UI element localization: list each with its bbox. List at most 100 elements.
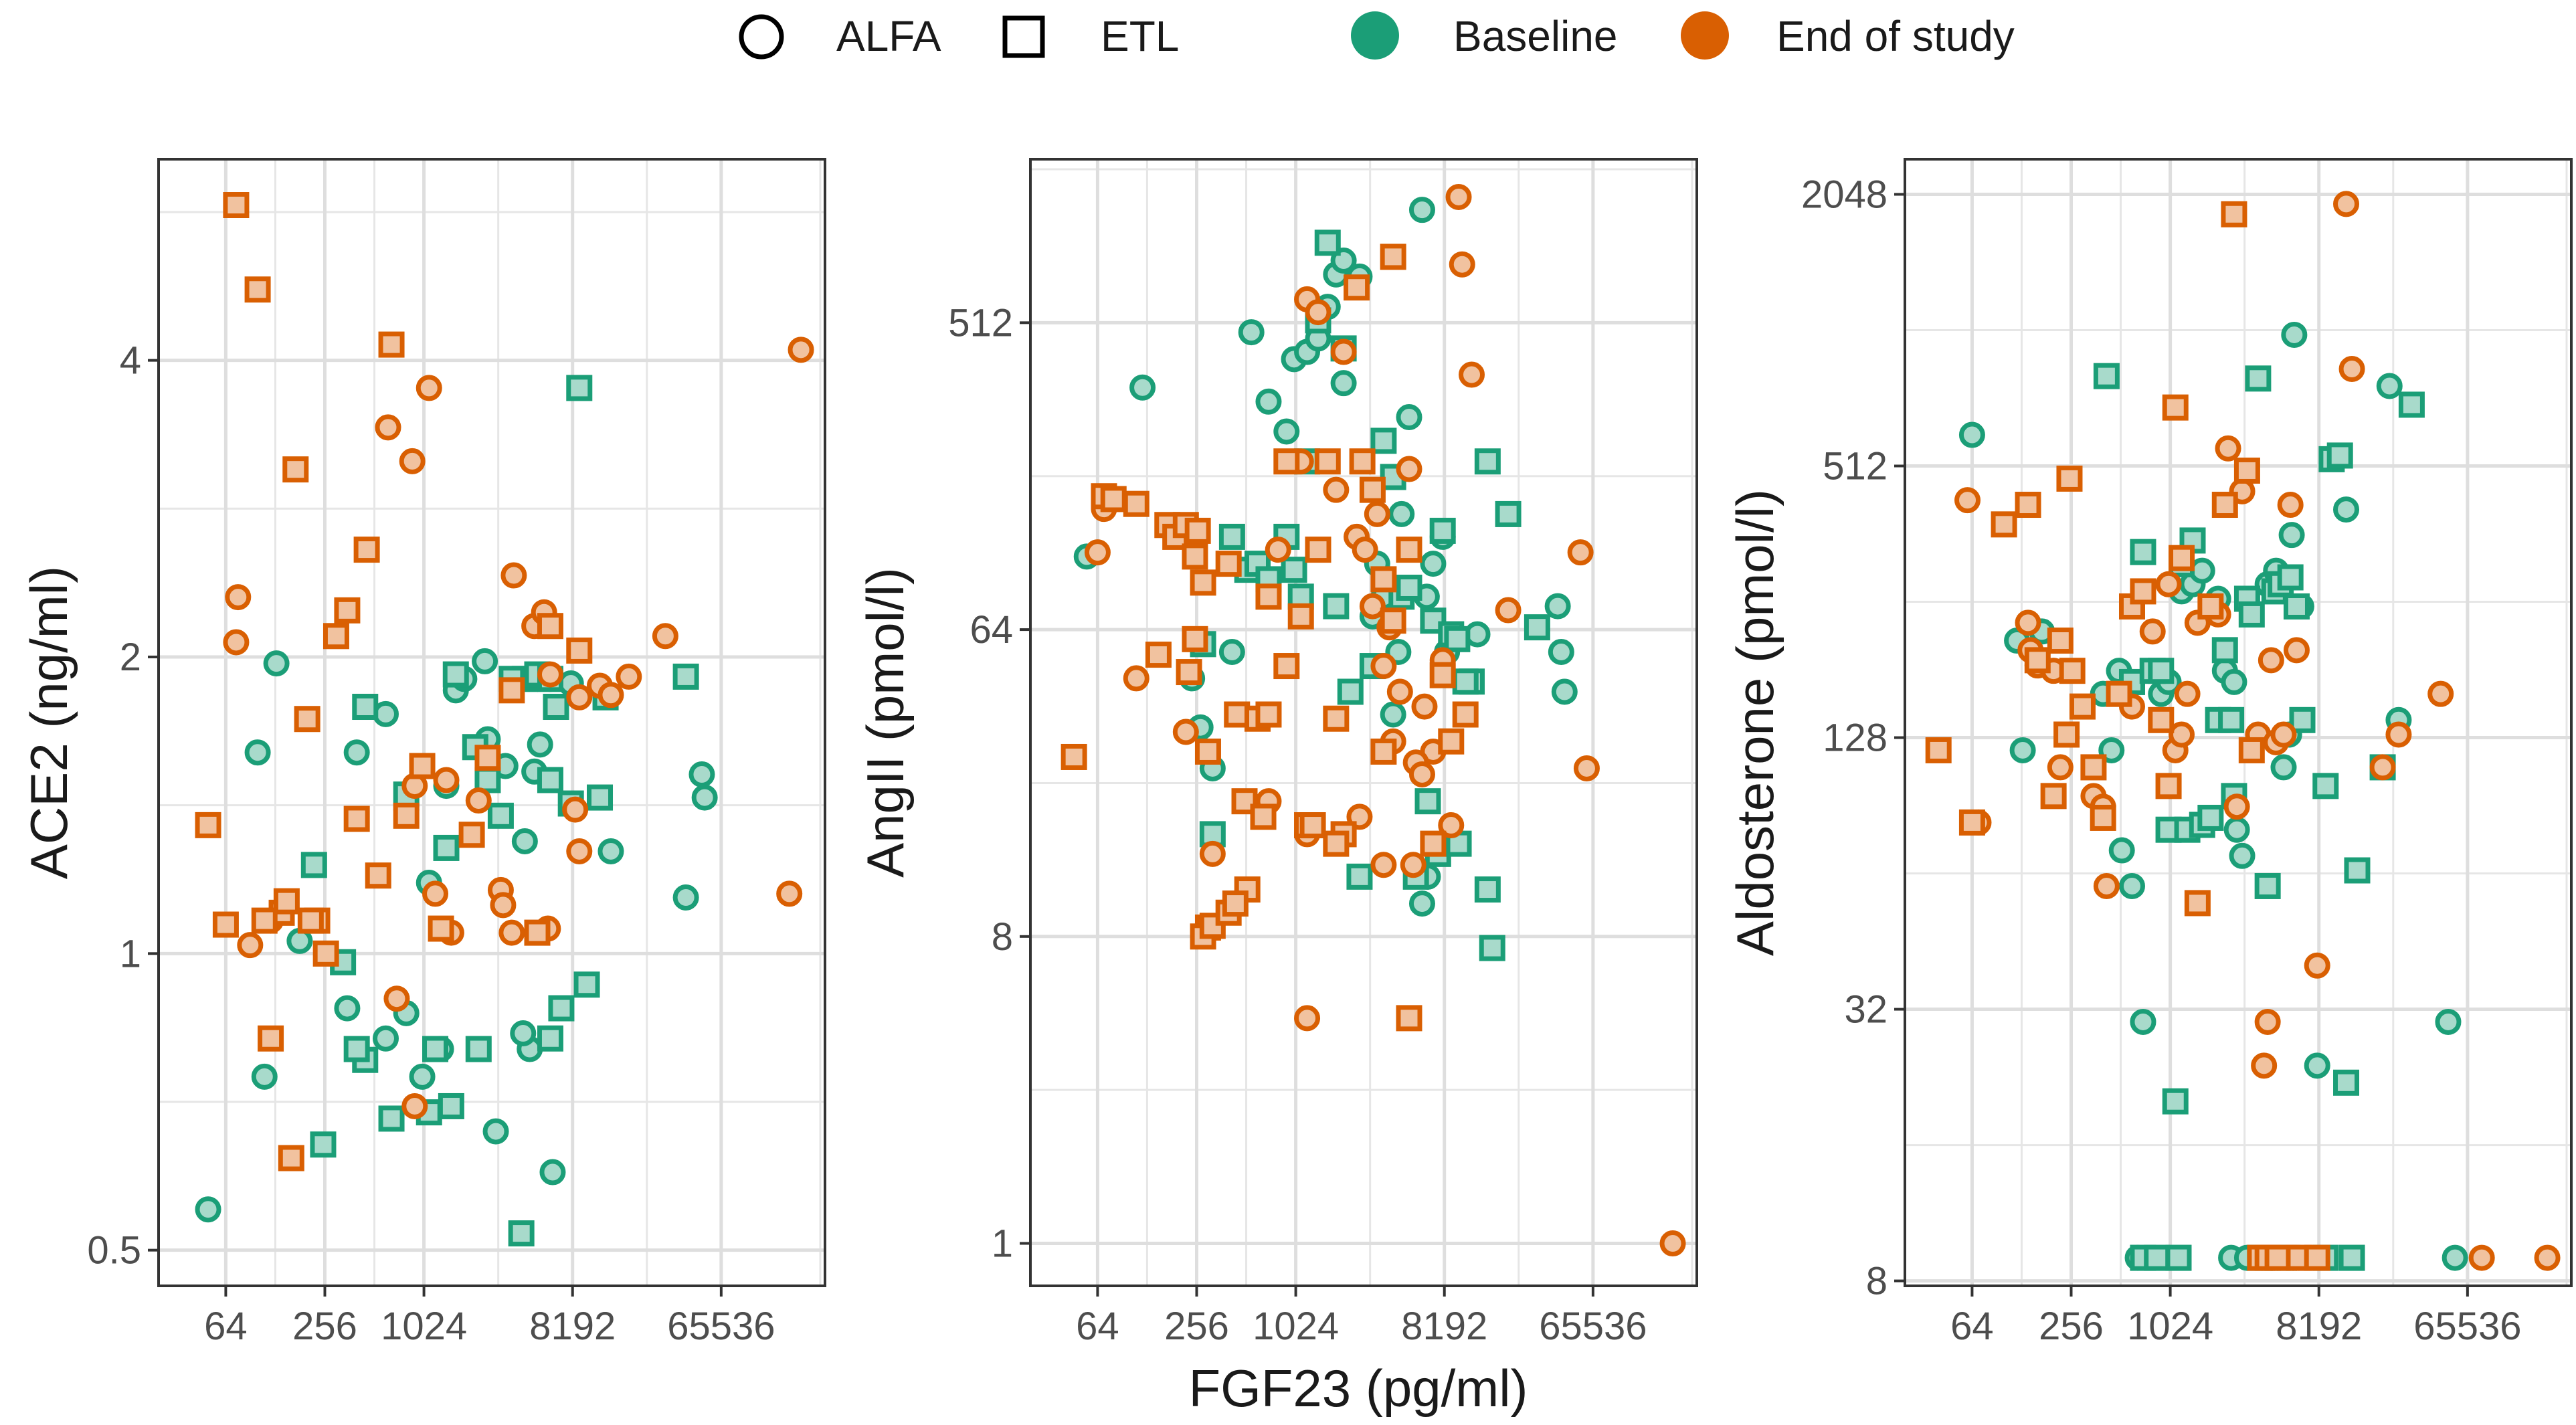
end-of-study-alfa-point (566, 684, 593, 710)
baseline-etl-point (537, 767, 563, 793)
end-of-study-alfa-point (1396, 456, 1422, 482)
baseline-alfa-point (2189, 557, 2215, 584)
end-of-study-etl-point (393, 802, 420, 829)
baseline-alfa-point (244, 739, 271, 766)
end-of-study-alfa-point (1495, 597, 1522, 624)
end-of-study-alfa-point (1123, 665, 1149, 692)
legend-baseline-swatch-icon (1351, 11, 1399, 60)
end-of-study-etl-point (2264, 1244, 2291, 1271)
end-of-study-etl-point (2211, 492, 2238, 518)
end-of-study-etl-point (1323, 830, 1350, 857)
end-of-study-alfa-point (1352, 537, 1378, 563)
baseline-etl-point (1396, 574, 1422, 601)
baseline-alfa-point (1238, 319, 1265, 346)
baseline-alfa-point (1273, 418, 1300, 445)
end-of-study-alfa-point (1567, 539, 1594, 566)
end-of-study-alfa-point (1445, 183, 1472, 210)
end-of-study-alfa-point (498, 919, 525, 946)
end-of-study-alfa-point (2254, 1008, 2281, 1035)
end-of-study-etl-point (2184, 890, 2211, 917)
y-tick-label: 128 (1823, 717, 1888, 760)
end-of-study-alfa-point (1305, 299, 1331, 326)
end-of-study-etl-point (2040, 783, 2067, 810)
baseline-alfa-point (1396, 404, 1422, 431)
end-of-study-etl-point (1991, 511, 2017, 538)
end-of-study-etl-point (378, 331, 405, 358)
end-of-study-etl-point (365, 862, 391, 889)
baseline-etl-point (2093, 363, 2120, 389)
end-of-study-alfa-point (562, 796, 589, 823)
end-of-study-etl-point (195, 812, 221, 838)
y-tick-label: 8 (1866, 1260, 1888, 1303)
end-of-study-etl-point (212, 911, 239, 938)
y-tick-label: 4 (120, 339, 141, 383)
baseline-alfa-point (527, 731, 553, 758)
end-of-study-alfa-point (2283, 637, 2310, 664)
end-of-study-etl-point (2162, 394, 2189, 421)
y-tick-label: 512 (948, 301, 1013, 345)
end-of-study-etl-point (1452, 701, 1479, 728)
x-tick-label: 256 (1164, 1305, 1229, 1348)
end-of-study-alfa-point (1370, 653, 1397, 680)
end-of-study-alfa-point (2047, 754, 2074, 781)
baseline-etl-point (1370, 428, 1397, 454)
baseline-etl-point (1429, 517, 1456, 544)
end-of-study-etl-point (1123, 490, 1149, 517)
end-of-study-etl-point (2155, 773, 2182, 799)
end-of-study-alfa-point (1408, 761, 1435, 787)
baseline-alfa-point (2130, 1008, 2156, 1035)
baseline-etl-point (2344, 857, 2371, 884)
end-of-study-etl-point (258, 1025, 284, 1052)
baseline-alfa-point (1380, 701, 1406, 728)
legend-etl-label: ETL (1101, 12, 1179, 60)
baseline-alfa-point (1544, 593, 1571, 620)
end-of-study-etl-point (1255, 583, 1282, 610)
baseline-alfa-point (1958, 421, 1985, 448)
baseline-etl-point (2211, 637, 2238, 664)
baseline-etl-point (2289, 706, 2316, 733)
end-of-study-alfa-point (2258, 647, 2284, 674)
baseline-alfa-point (539, 1159, 566, 1185)
x-tick-label: 8192 (1401, 1305, 1487, 1348)
baseline-alfa-point (688, 761, 715, 788)
baseline-etl-point (422, 1036, 449, 1062)
baseline-alfa-point (2376, 373, 2403, 399)
end-of-study-alfa-point (1438, 812, 1465, 839)
baseline-etl-point (1281, 557, 1307, 583)
end-of-study-etl-point (1273, 448, 1300, 475)
x-tick-label: 1024 (2127, 1305, 2213, 1348)
baseline-etl-point (543, 694, 569, 721)
baseline-alfa-point (2278, 522, 2305, 549)
end-of-study-etl-point (428, 915, 454, 942)
end-of-study-alfa-point (500, 562, 527, 589)
end-of-study-etl-point (458, 822, 485, 848)
end-of-study-etl-point (2090, 804, 2116, 831)
end-of-study-etl-point (1429, 662, 1456, 688)
end-of-study-alfa-point (788, 337, 814, 363)
baseline-etl-point (1444, 626, 1471, 652)
end-of-study-etl-point (1438, 728, 1465, 755)
baseline-alfa-point (251, 1063, 278, 1090)
end-of-study-alfa-point (2427, 680, 2454, 707)
baseline-alfa-point (511, 828, 538, 855)
baseline-etl-point (2277, 564, 2304, 591)
baseline-alfa-point (263, 650, 290, 677)
x-tick-label: 256 (292, 1305, 357, 1348)
baseline-etl-point (1323, 593, 1350, 620)
end-of-study-alfa-point (2093, 872, 2120, 899)
end-of-study-etl-point (1958, 809, 1985, 836)
panel-ace2: 64 256 1024 8192 65536 0.5 1 2 4 ACE2 (ng/ml) (19, 158, 826, 1348)
end-of-study-alfa-point (1459, 361, 1485, 388)
end-of-study-etl-point (1061, 743, 1087, 770)
baseline-etl-point (587, 784, 614, 811)
end-of-study-alfa-point (1359, 593, 1386, 620)
end-of-study-etl-point (1323, 705, 1350, 732)
panel-frame (157, 158, 826, 1287)
end-of-study-etl-point (1344, 274, 1370, 301)
baseline-etl-point (442, 661, 469, 688)
y-tick-label: 1 (992, 1222, 1013, 1266)
baseline-etl-point (474, 767, 501, 793)
baseline-etl-point (1346, 863, 1373, 890)
end-of-study-alfa-point (2385, 721, 2412, 748)
end-of-study-etl-point (1314, 448, 1341, 475)
